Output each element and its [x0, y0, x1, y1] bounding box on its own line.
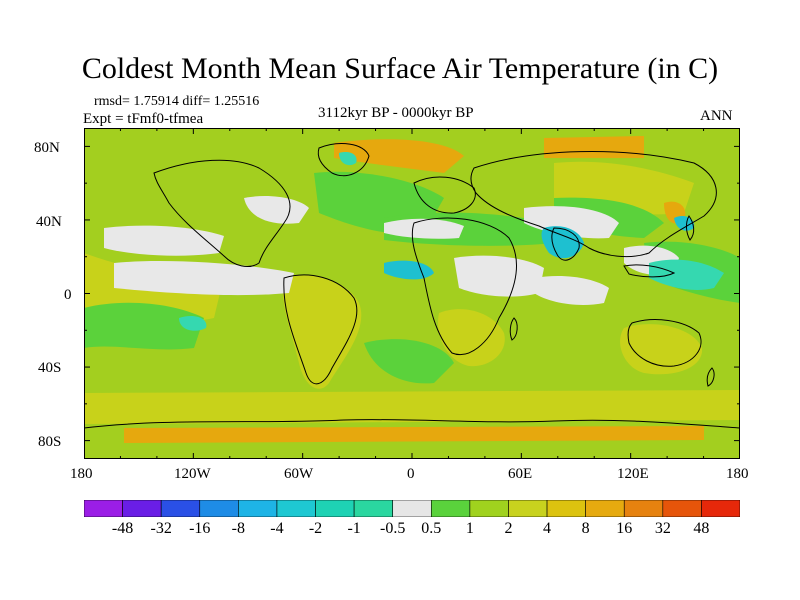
colorbar-label: 8 [581, 520, 590, 537]
colorbar-label: 48 [693, 520, 710, 537]
coast-new-zealand [706, 367, 715, 387]
colorbar-swatch [546, 500, 586, 517]
region-southern-africa [438, 309, 505, 367]
colorbar-swatch [160, 500, 201, 517]
region-arctic-ocean [334, 139, 464, 173]
rmsd-diff-stats: rmsd= 1.75914 diff= 1.25516 [94, 94, 260, 109]
lon-label-0: 0 [407, 466, 415, 482]
lon-label-180e: 180 [726, 466, 749, 482]
region-east-asia [674, 216, 695, 231]
colorbar-label: -0.5 [380, 520, 406, 537]
temperature-anomaly-map: 80N 40N 0 40S 80S 180 120W 60W 0 60E 120… [34, 128, 749, 482]
region-antarctic-shelf [124, 426, 704, 443]
region-tropical-pacific [114, 261, 294, 296]
colorbar-label: 2 [504, 520, 513, 537]
lon-label-60e: 60E [508, 466, 533, 482]
lat-label-80s: 80S [38, 434, 62, 450]
colorbar-swatch [122, 500, 162, 517]
region-west-atlantic [244, 196, 309, 224]
lon-label-120w: 120W [174, 466, 211, 482]
map-title: Coldest Month Mean Surface Air Temperatu… [81, 52, 719, 85]
lon-label-120e: 120E [617, 466, 649, 482]
coast-north-america [153, 159, 291, 267]
colorbar-label: 16 [616, 520, 633, 537]
coast-asia [470, 151, 717, 258]
colorbar-swatch [508, 500, 548, 517]
coast-africa [411, 217, 517, 355]
colorbar-swatch [430, 500, 471, 517]
cool-teal-regions [179, 152, 724, 331]
coast-southeast-asia-islands [623, 264, 676, 278]
colorbar-swatch [701, 500, 740, 517]
colorbar-label: -8 [231, 520, 246, 537]
lat-label-80n: 80N [34, 140, 60, 156]
coast-south-america [283, 274, 358, 385]
coast-india [551, 227, 580, 261]
colorbar-label: 32 [654, 520, 671, 537]
coast-madagascar [509, 317, 518, 341]
experiment-label: Expt = tFmf0-tfmea [83, 111, 204, 127]
colorbar-label: -1 [347, 520, 361, 537]
colorbar-label: -16 [189, 520, 211, 537]
region-north-pacific-band [104, 225, 224, 256]
coast-australia [627, 319, 702, 367]
region-equatorial-africa [454, 255, 544, 297]
colorbar-label: -48 [111, 520, 134, 537]
colorbar-swatch [84, 500, 123, 517]
colorbar-label: -4 [270, 520, 284, 537]
coastlines [84, 143, 740, 429]
lat-label-0: 0 [64, 287, 72, 303]
colorbar-label: -32 [150, 520, 172, 537]
region-siberian-arctic [544, 136, 644, 158]
colorbar [84, 500, 740, 517]
colorbar-swatch [469, 500, 509, 517]
colorbar-swatch [353, 500, 394, 517]
region-indian-ocean [534, 276, 609, 305]
colorbar-swatch [623, 500, 664, 517]
region-greenland-spot [339, 152, 357, 166]
colorbar-swatch [662, 500, 702, 517]
lat-label-40s: 40S [38, 360, 62, 376]
map-canvas [84, 128, 740, 459]
colorbar-label: 0.5 [421, 520, 442, 537]
colorbar-swatch [315, 500, 355, 517]
axis-tick-marks [84, 128, 740, 459]
lon-label-180w: 180 [70, 466, 93, 482]
colorbar-label: 1 [465, 520, 474, 537]
lon-label-60w: 60W [284, 466, 314, 482]
warm-orange-regions [124, 136, 704, 443]
coast-europe [413, 176, 476, 214]
region-north-africa-band [384, 218, 464, 239]
lat-label-40n: 40N [36, 214, 62, 230]
region-southern-ocean [84, 390, 740, 424]
colorbar-label: -2 [308, 520, 323, 537]
colorbar-swatch [199, 500, 239, 517]
colorbar-label: 4 [543, 520, 552, 537]
colorbar-swatch [238, 500, 278, 517]
region-south-atlantic [364, 339, 454, 384]
time-period-label: 3112kyr BP - 0000kyr BP [318, 105, 474, 121]
region-south-america [282, 274, 362, 389]
colorbar-swatch [392, 500, 432, 517]
region-south-pacific-spot [179, 316, 207, 331]
region-eastern-north-pacific [649, 259, 724, 290]
coast-greenland [317, 143, 370, 177]
region-australia [620, 324, 703, 375]
coast-japan [686, 215, 695, 241]
region-eastern-pacific [84, 302, 204, 350]
colorbar-swatch [585, 500, 625, 517]
season-label: ANN [700, 108, 733, 124]
colorbar-swatch [276, 500, 316, 517]
region-north-africa [384, 260, 434, 280]
coast-antarctica [84, 419, 740, 429]
